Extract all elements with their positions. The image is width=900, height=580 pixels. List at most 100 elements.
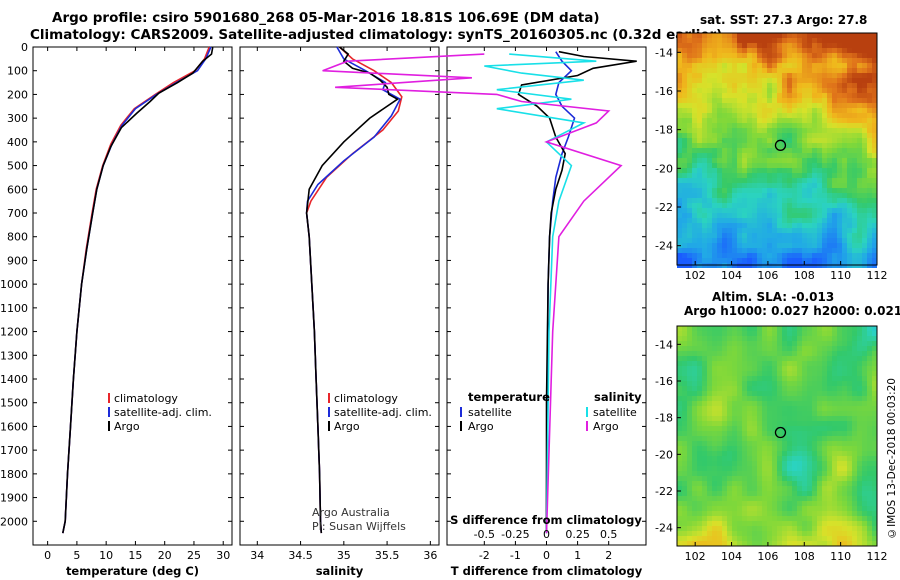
sla-map-cell bbox=[842, 501, 847, 506]
sla-map-cell bbox=[777, 386, 782, 391]
sst-map-cell bbox=[717, 133, 722, 138]
sla-map-cell bbox=[697, 336, 702, 341]
sla-map-cell bbox=[772, 446, 777, 451]
sla-map-cell bbox=[682, 436, 687, 441]
sst-map-cell bbox=[692, 83, 697, 88]
sla-map-cell bbox=[847, 521, 852, 526]
depth-tick-label: 1800 bbox=[0, 468, 28, 481]
sla-map-cell bbox=[727, 496, 732, 501]
sla-map-cell bbox=[782, 506, 787, 511]
sla-map-cell bbox=[777, 461, 782, 466]
sst-map-cell bbox=[777, 98, 782, 103]
sst-map-cell bbox=[687, 148, 692, 153]
sst-map-cell bbox=[862, 113, 867, 118]
sla-map-cell bbox=[837, 351, 842, 356]
sst-map-cell bbox=[697, 73, 702, 78]
sla-map-cell bbox=[737, 386, 742, 391]
sst-map-cell bbox=[777, 188, 782, 193]
sst-map-cell bbox=[802, 63, 807, 68]
sla-map-cell bbox=[727, 411, 732, 416]
sla-map-cell bbox=[832, 441, 837, 446]
sst-map-cell bbox=[707, 158, 712, 163]
sst-map-cell bbox=[687, 258, 692, 263]
sst-map-cell bbox=[687, 203, 692, 208]
sst-map-cell bbox=[837, 113, 842, 118]
sst-map-cell bbox=[687, 168, 692, 173]
sla-map-cell bbox=[692, 346, 697, 351]
sla-map-cell bbox=[817, 516, 822, 521]
sst-map-cell bbox=[817, 168, 822, 173]
sst-map-cell bbox=[857, 153, 862, 158]
sst-map-cell bbox=[692, 73, 697, 78]
sst-map-cell bbox=[752, 188, 757, 193]
sst-map-cell bbox=[712, 138, 717, 143]
sla-map-cell bbox=[872, 336, 877, 341]
sla-map-cell bbox=[847, 466, 852, 471]
sla-map-cell bbox=[817, 376, 822, 381]
sla-map-cell bbox=[802, 446, 807, 451]
sst-map-cell bbox=[757, 208, 762, 213]
sla-map-cell bbox=[772, 416, 777, 421]
sla-map-cell bbox=[872, 521, 877, 526]
sla-map-cell bbox=[842, 521, 847, 526]
sst-map-cell bbox=[737, 228, 742, 233]
sst-map-cell bbox=[767, 43, 772, 48]
sst-map-cell bbox=[682, 163, 687, 168]
sst-map-cell bbox=[867, 98, 872, 103]
sst-map-cell bbox=[832, 33, 837, 38]
sla-map-cell bbox=[842, 481, 847, 486]
sst-map-cell bbox=[797, 88, 802, 93]
sla-map-cell bbox=[757, 401, 762, 406]
sla-map-cell bbox=[752, 476, 757, 481]
sst-map-cell bbox=[812, 163, 817, 168]
sst-map-cell bbox=[727, 98, 732, 103]
sst-map-cell bbox=[852, 248, 857, 253]
sla-map-cell bbox=[812, 491, 817, 496]
sla-map-cell bbox=[732, 401, 737, 406]
sla-map-cell bbox=[857, 521, 862, 526]
sst-map-cell bbox=[702, 233, 707, 238]
sla-map-cell bbox=[867, 356, 872, 361]
sst-map-cell bbox=[722, 123, 727, 128]
chart-title-line1: Argo profile: csiro 5901680_268 05-Mar-2… bbox=[52, 10, 600, 26]
sla-map-cell bbox=[702, 481, 707, 486]
sla-map-cell bbox=[862, 461, 867, 466]
sst-map-cell bbox=[832, 228, 837, 233]
sla-map-cell bbox=[732, 391, 737, 396]
sst-map-cell bbox=[872, 158, 877, 163]
sst-map-cell bbox=[792, 48, 797, 53]
sst-map-cell bbox=[872, 133, 877, 138]
sla-map-cell bbox=[692, 506, 697, 511]
sst-map-cell bbox=[707, 83, 712, 88]
sla-map-cell bbox=[837, 491, 842, 496]
sst-map-cell bbox=[767, 123, 772, 128]
sst-map-cell bbox=[872, 188, 877, 193]
sst-map-cell bbox=[807, 198, 812, 203]
sst-map-cell bbox=[867, 233, 872, 238]
sst-map-cell bbox=[707, 168, 712, 173]
sst-map-cell bbox=[677, 83, 682, 88]
sla-map-cell bbox=[857, 481, 862, 486]
sla-map-cell bbox=[742, 486, 747, 491]
sla-map-cell bbox=[807, 541, 812, 546]
sla-map-cell bbox=[792, 446, 797, 451]
sla-map-cell bbox=[827, 476, 832, 481]
sla-map-cell bbox=[872, 391, 877, 396]
sst-map-cell bbox=[717, 138, 722, 143]
sla-map-cell bbox=[862, 506, 867, 511]
sla-map-cell bbox=[802, 521, 807, 526]
sla-map-cell bbox=[857, 396, 862, 401]
sla-map-cell bbox=[857, 391, 862, 396]
sst-map-cell bbox=[747, 103, 752, 108]
sst-map-cell bbox=[867, 143, 872, 148]
sla-map-cell bbox=[847, 326, 852, 331]
sla-map-cell bbox=[687, 496, 692, 501]
sst-map-cell bbox=[782, 118, 787, 123]
sst-map-cell bbox=[857, 238, 862, 243]
sla-map-cell bbox=[777, 451, 782, 456]
sla-map-cell bbox=[682, 446, 687, 451]
sst-map-cell bbox=[707, 148, 712, 153]
sst-map-cell bbox=[777, 118, 782, 123]
sst-map-cell bbox=[777, 68, 782, 73]
sla-map-cell bbox=[717, 501, 722, 506]
